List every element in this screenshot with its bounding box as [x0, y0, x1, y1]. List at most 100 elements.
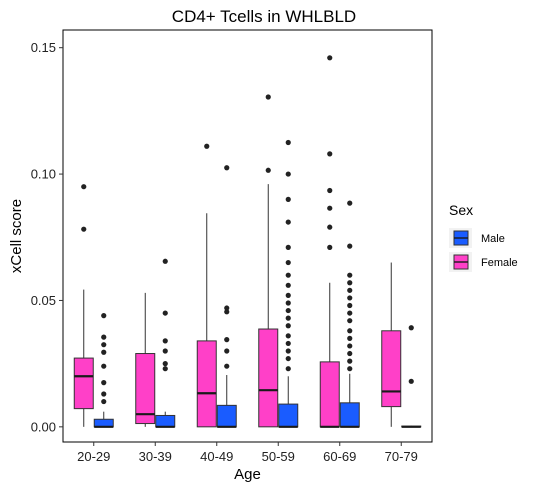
box-male-60-69: [339, 200, 360, 428]
legend-label: Male: [481, 233, 505, 245]
outlier-point: [347, 280, 353, 286]
box-iqr: [319, 361, 340, 428]
outlier-point: [285, 272, 291, 278]
outlier-point: [327, 224, 333, 230]
x-tick-label: 30-39: [139, 449, 172, 464]
outlier-point: [347, 335, 353, 341]
outlier-point: [347, 295, 353, 301]
outlier-point: [285, 171, 291, 177]
outlier-point: [347, 302, 353, 309]
outlier-point: [347, 328, 353, 334]
box-iqr: [73, 357, 94, 410]
outlier-point: [285, 315, 291, 321]
outlier-point: [162, 258, 168, 264]
outlier-point: [285, 340, 291, 347]
outlier-point: [327, 151, 333, 157]
outlier-point: [265, 94, 271, 100]
y-tick-label: 0.10: [31, 167, 56, 182]
box-male-20-29: [93, 313, 114, 428]
x-tick-label: 70-79: [385, 449, 418, 464]
outlier-point: [408, 378, 414, 384]
outlier-point: [327, 205, 333, 211]
legend-label: Female: [481, 257, 518, 269]
outlier-point: [224, 363, 230, 369]
box-female-60-69: [319, 55, 340, 428]
outlier-point: [101, 391, 107, 397]
x-tick-label: 60-69: [323, 449, 356, 464]
box-iqr: [155, 414, 176, 428]
box-male-50-59: [278, 139, 299, 428]
outlier-point: [347, 358, 353, 364]
outlier-point: [101, 363, 107, 369]
outlier-point: [285, 259, 291, 266]
box-male-30-39: [155, 258, 176, 428]
x-axis-title: Age: [234, 466, 261, 483]
outlier-point: [347, 200, 353, 206]
outlier-point: [285, 282, 291, 288]
plot-panel: [62, 29, 433, 443]
outlier-point: [204, 143, 210, 149]
box-iqr: [196, 340, 217, 428]
legend: Sex Male Female: [449, 202, 518, 272]
box-iqr: [278, 403, 299, 428]
outlier-point: [224, 309, 230, 315]
outlier-point: [285, 139, 291, 146]
outlier-point: [285, 300, 291, 306]
outlier-point: [285, 366, 291, 372]
box-female-50-59: [258, 94, 279, 428]
y-axis: 0.00 0.05 0.10 0.15: [31, 40, 63, 434]
legend-title: Sex: [449, 202, 473, 218]
outlier-point: [285, 196, 291, 202]
outlier-point: [224, 165, 230, 171]
outlier-point: [162, 338, 168, 344]
x-axis: 20-29 30-39 40-49 50-59 60-69 70-79: [77, 442, 418, 464]
outlier-point: [224, 337, 230, 343]
outlier-point: [265, 167, 271, 173]
outlier-point: [347, 343, 353, 349]
outlier-point: [162, 361, 168, 367]
outlier-point: [347, 366, 353, 372]
box-female-30-39: [135, 292, 156, 427]
outlier-point: [347, 318, 353, 324]
box-female-70-79: [381, 262, 402, 427]
outlier-point: [327, 244, 333, 250]
box-iqr: [216, 404, 237, 428]
outlier-point: [101, 342, 107, 348]
chart-title: CD4+ Tcells in WHLBLD: [172, 7, 356, 26]
outlier-point: [347, 287, 353, 293]
box-male-70-79: [401, 325, 422, 428]
outlier-point: [162, 366, 168, 372]
x-tick-label: 20-29: [77, 449, 110, 464]
y-axis-title: xCell score: [8, 199, 25, 273]
plot-marks: [73, 55, 422, 428]
outlier-point: [162, 348, 168, 354]
legend-item-female: Female: [449, 252, 518, 272]
outlier-point: [347, 310, 353, 316]
outlier-point: [101, 349, 107, 355]
outlier-point: [285, 219, 291, 225]
outlier-point: [285, 292, 291, 298]
box-iqr: [135, 353, 156, 425]
box-female-20-29: [73, 184, 94, 427]
box-male-40-49: [216, 165, 237, 428]
outlier-point: [101, 380, 107, 386]
outlier-point: [408, 325, 414, 331]
outlier-point: [285, 333, 291, 339]
box-iqr: [339, 402, 360, 428]
outlier-point: [81, 184, 87, 190]
outlier-point: [285, 307, 291, 314]
outlier-point: [224, 348, 230, 354]
outlier-point: [224, 305, 230, 311]
outlier-point: [162, 310, 168, 316]
box-female-40-49: [196, 143, 217, 428]
y-tick-label: 0.15: [31, 40, 56, 55]
outlier-point: [285, 355, 291, 362]
outlier-point: [285, 244, 291, 250]
box-iqr: [93, 418, 114, 428]
outlier-point: [347, 350, 353, 357]
outlier-point: [347, 272, 353, 278]
outlier-point: [327, 187, 333, 194]
outlier-point: [101, 398, 107, 405]
outlier-point: [81, 226, 87, 232]
